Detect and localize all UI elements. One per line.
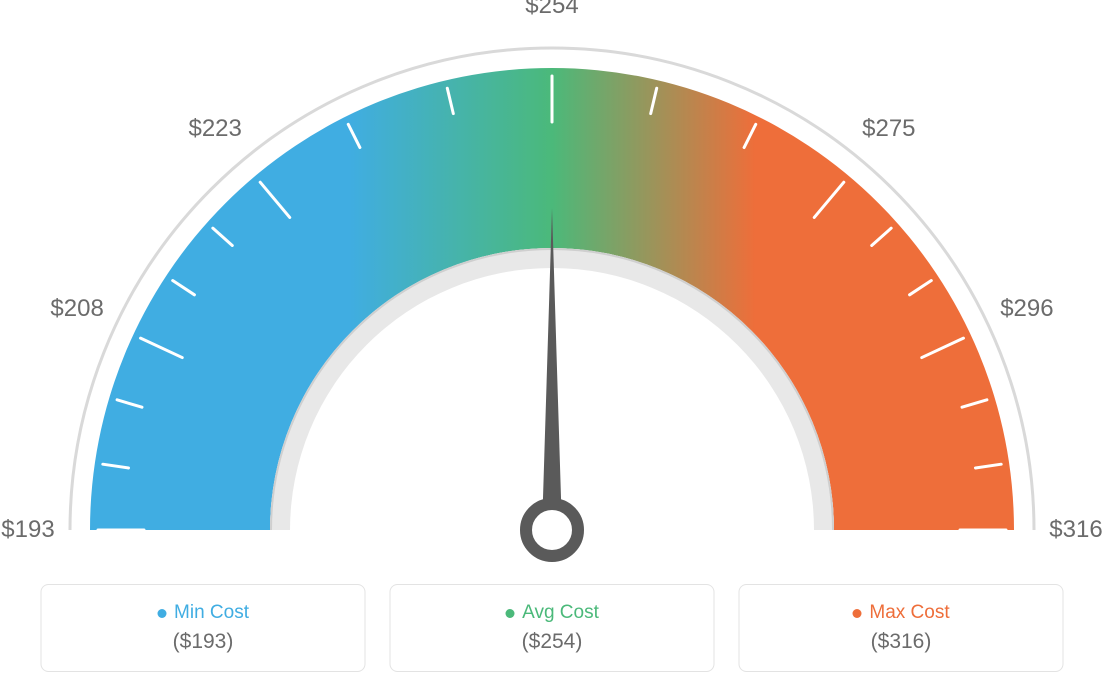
gauge-chart: $193$208$223$254$275$296$316 <box>52 10 1052 570</box>
legend-title-avg: Avg Cost <box>505 602 599 624</box>
legend-card-max: Max Cost ($316) <box>739 584 1064 672</box>
gauge-tick-label: $223 <box>188 115 241 143</box>
legend-value-max: ($316) <box>871 630 932 654</box>
gauge-tick-label: $275 <box>862 115 915 143</box>
legend-title-min: Min Cost <box>157 602 249 624</box>
legend-value-avg: ($254) <box>522 630 583 654</box>
legend-value-min: ($193) <box>173 630 234 654</box>
legend-dot-min <box>157 609 166 618</box>
legend-label-avg: Avg Cost <box>522 602 599 624</box>
legend-label-max: Max Cost <box>869 602 949 624</box>
legend-title-max: Max Cost <box>852 602 949 624</box>
legend-dot-max <box>852 609 861 618</box>
gauge-tick-label: $193 <box>1 516 54 544</box>
legend-card-min: Min Cost ($193) <box>41 584 366 672</box>
gauge-tick-label: $208 <box>50 295 103 323</box>
gauge-tick-label: $254 <box>525 0 578 20</box>
legend-card-avg: Avg Cost ($254) <box>390 584 715 672</box>
legend-dot-avg <box>505 609 514 618</box>
gauge-svg <box>52 10 1052 570</box>
legend-label-min: Min Cost <box>174 602 249 624</box>
legend-row: Min Cost ($193) Avg Cost ($254) Max Cost… <box>41 584 1064 672</box>
gauge-tick-label: $316 <box>1049 516 1102 544</box>
gauge-tick-label: $296 <box>1000 295 1053 323</box>
